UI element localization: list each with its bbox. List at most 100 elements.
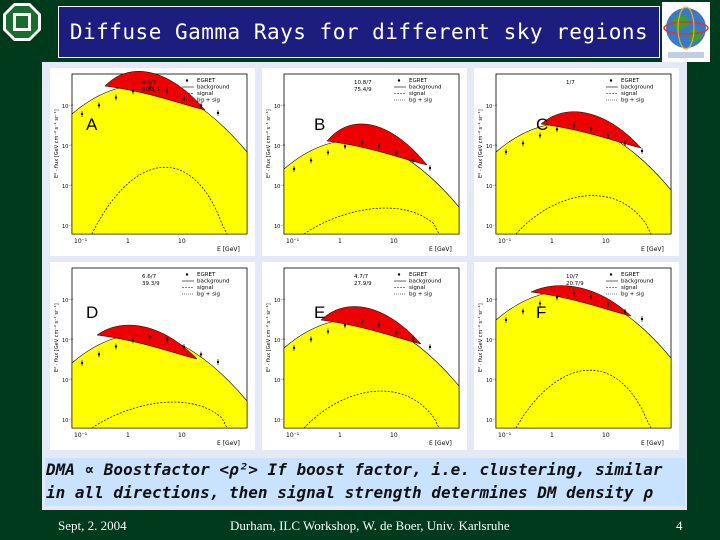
legend-marker xyxy=(185,79,189,82)
x-tick-label: 10 xyxy=(390,432,398,439)
y-tick-label: 10⁻⁶ xyxy=(62,184,73,190)
y-tick-label: 10⁻⁵ xyxy=(62,338,73,344)
x-axis-label: E [GeV] xyxy=(429,246,452,253)
legend-marker xyxy=(397,273,401,276)
legend-entry: background xyxy=(621,279,654,285)
x-tick-label: 1 xyxy=(550,432,554,439)
y-tick-label: 10⁻⁷ xyxy=(486,224,497,230)
y-tick-label: 10⁻⁶ xyxy=(486,184,497,190)
signal-curve xyxy=(515,195,652,235)
legend-marker xyxy=(609,273,613,276)
title-bar: Diffuse Gamma Rays for different sky reg… xyxy=(58,6,660,58)
legend-marker xyxy=(397,79,401,82)
legend-entry: bg + sig xyxy=(621,292,644,298)
y-tick-label: 10⁻⁶ xyxy=(62,378,73,384)
y-tick-label: 10⁻⁴ xyxy=(62,298,73,304)
y-tick-label: 10⁻⁴ xyxy=(486,298,497,304)
x-tick-label: 10 xyxy=(178,432,186,439)
x-axis-label: E [GeV] xyxy=(429,440,452,447)
chi2-fit: 4.7/7 xyxy=(354,274,369,280)
x-tick-label: 1 xyxy=(126,432,130,439)
legend-entry: EGRET xyxy=(621,272,640,278)
chi2-background-only: 75.4/9 xyxy=(354,87,372,93)
x-tick-label: 10⁻¹ xyxy=(286,238,300,245)
y-tick-label: 10⁻⁴ xyxy=(62,104,73,110)
legend-marker xyxy=(185,273,189,276)
x-tick-label: 10⁻¹ xyxy=(74,432,88,439)
chi2-fit: 10.8/7 xyxy=(354,80,372,86)
x-axis-label: E [GeV] xyxy=(217,246,240,253)
signal-region xyxy=(530,285,632,317)
legend-entry: signal xyxy=(197,285,214,291)
y-tick-label: 10⁻⁴ xyxy=(274,104,285,110)
spectrum-plot-f: E² · flux [GeV cm⁻² s⁻¹ sr⁻¹] 10⁻⁴ 10⁻⁵ 10⁻… xyxy=(474,262,679,450)
signal-curve xyxy=(515,369,652,429)
x-tick-label: 1 xyxy=(338,238,342,245)
y-tick-label: 10⁻⁵ xyxy=(274,144,285,150)
legend-entry: signal xyxy=(621,285,638,291)
x-axis-label: E [GeV] xyxy=(217,440,240,447)
spectrum-plot-c: E² · flux [GeV cm⁻² s⁻¹ sr⁻¹] 10⁻⁴ 10⁻⁵ 10⁻… xyxy=(474,68,679,256)
legend-entry: signal xyxy=(197,91,214,97)
panel-letter: D xyxy=(86,303,98,322)
x-tick-label: 10 xyxy=(390,238,398,245)
y-tick-label: 10⁻⁵ xyxy=(486,338,497,344)
y-axis-label: E² · flux [GeV cm⁻² s⁻¹ sr⁻¹] xyxy=(266,109,272,178)
chi2-background-only: 20.7/9 xyxy=(566,281,584,287)
legend-entry: background xyxy=(197,85,230,91)
spectrum-plot-a: E² · flux [GeV cm⁻² s⁻¹ sr⁻¹] 10⁻⁴ 10⁻⁵ 10⁻… xyxy=(50,68,255,256)
legend-entry: background xyxy=(409,85,442,91)
y-tick-label: 10⁻⁶ xyxy=(274,378,285,384)
legend-entry: bg + sig xyxy=(621,98,644,104)
y-tick-label: 10⁻⁶ xyxy=(274,184,285,190)
legend-entry: EGRET xyxy=(197,272,216,278)
footer-date: Sept, 2. 2004 xyxy=(58,518,127,533)
y-tick-label: 10⁻⁷ xyxy=(274,418,285,424)
legend-entry: background xyxy=(197,279,230,285)
x-tick-label: 10 xyxy=(602,238,610,245)
y-tick-label: 10⁻⁷ xyxy=(62,224,73,230)
legend-entry: bg + sig xyxy=(197,98,220,104)
x-tick-label: 10⁻¹ xyxy=(498,432,512,439)
panel-letter: F xyxy=(536,303,546,322)
legend-entry: EGRET xyxy=(409,78,428,84)
y-tick-label: 10⁻⁴ xyxy=(274,298,285,304)
spectrum-plot-e: E² · flux [GeV cm⁻² s⁻¹ sr⁻¹] 10⁻⁴ 10⁻⁵ 10⁻… xyxy=(262,262,467,450)
caption-box: DMA ∝ Boostfactor <ρ²> If boost factor, … xyxy=(45,458,685,506)
legend-entry: signal xyxy=(409,285,426,291)
chi2-fit: 6.6/7 xyxy=(142,80,157,86)
x-tick-label: 10 xyxy=(602,432,610,439)
caption-line-2: in all directions, then signal strength … xyxy=(46,483,653,502)
panel-letter: C xyxy=(536,115,548,134)
y-tick-label: 10⁻⁷ xyxy=(62,418,73,424)
x-tick-label: 10⁻¹ xyxy=(286,432,300,439)
chi2-background-only: 27.9/9 xyxy=(354,281,372,287)
page-number: 4 xyxy=(676,518,683,533)
y-tick-label: 10⁻⁴ xyxy=(486,104,497,110)
x-axis-label: E [GeV] xyxy=(641,440,664,447)
chi2-fit: 1/7 xyxy=(566,80,575,86)
slide-title: Diffuse Gamma Rays for different sky reg… xyxy=(69,20,649,44)
chi2-background-only: 90.3/3 xyxy=(142,87,160,93)
signal-region xyxy=(104,71,206,111)
signal-curve xyxy=(303,390,440,429)
x-axis-label: E [GeV] xyxy=(641,246,664,253)
globe-logo xyxy=(662,2,710,62)
signal-region xyxy=(96,324,198,360)
y-tick-label: 10⁻⁷ xyxy=(274,224,285,230)
legend-entry: signal xyxy=(621,91,638,97)
legend-marker xyxy=(609,79,613,82)
signal-curve xyxy=(303,207,440,235)
legend-entry: EGRET xyxy=(409,272,428,278)
legend-entry: EGRET xyxy=(621,78,640,84)
legend-entry: background xyxy=(409,279,442,285)
y-tick-label: 10⁻⁵ xyxy=(62,144,73,150)
y-axis-label: E² · flux [GeV cm⁻² s⁻¹ sr⁻¹] xyxy=(266,303,272,372)
y-axis-label: E² · flux [GeV cm⁻² s⁻¹ sr⁻¹] xyxy=(478,109,484,178)
x-tick-label: 10⁻¹ xyxy=(498,238,512,245)
x-tick-label: 1 xyxy=(338,432,342,439)
legend-entry: signal xyxy=(409,91,426,97)
legend-entry: bg + sig xyxy=(409,292,432,298)
x-tick-label: 1 xyxy=(550,238,554,245)
chi2-fit: 10/7 xyxy=(566,274,579,280)
